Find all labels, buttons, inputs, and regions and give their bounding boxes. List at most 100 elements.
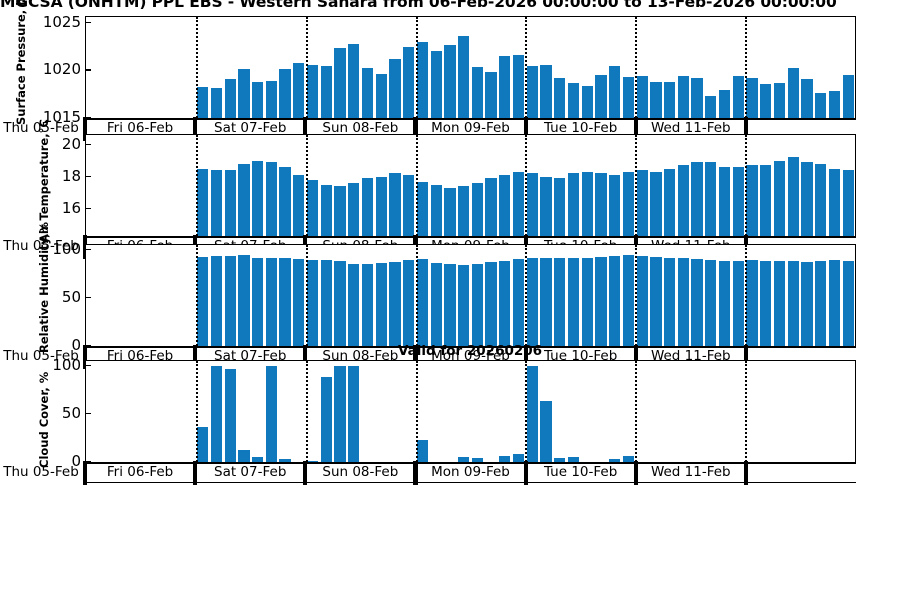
bar [210, 170, 223, 236]
bar [718, 261, 731, 346]
bar [430, 263, 442, 346]
bar [554, 458, 566, 462]
bar [197, 86, 209, 118]
bar [499, 456, 511, 462]
bar [677, 76, 689, 118]
bar [512, 171, 525, 236]
bar [526, 365, 538, 462]
bar [636, 255, 648, 346]
bar [512, 454, 525, 462]
bar [238, 254, 250, 346]
bar [265, 80, 277, 118]
day-tick [523, 461, 528, 485]
day-label-leading: Thu 05-Feb [3, 348, 79, 364]
bar [430, 51, 442, 118]
bar [512, 259, 525, 346]
day-tick [303, 461, 308, 485]
day-label: Wed 11-Feb [650, 120, 731, 136]
bar [334, 365, 346, 462]
day-separator [745, 135, 748, 236]
bar [306, 64, 319, 118]
bar [773, 261, 786, 346]
bar [320, 377, 332, 462]
day-label: Sun 08-Feb [322, 120, 399, 136]
bar [458, 36, 470, 118]
bar [375, 74, 387, 118]
bar [458, 457, 470, 462]
day-separator [635, 135, 638, 236]
bar [485, 262, 497, 346]
bar [705, 96, 717, 118]
bar [760, 165, 772, 236]
bar [306, 179, 319, 236]
y-tick-label: 0 [71, 452, 81, 470]
bar [540, 401, 552, 462]
y-tick-label: 100 [52, 355, 81, 374]
day-label: Mon 09-Feb [431, 464, 510, 480]
day-axis-line [85, 463, 856, 465]
bar [279, 69, 291, 118]
bar [238, 449, 250, 462]
y-tick-mark [85, 69, 91, 71]
day-separator [635, 17, 638, 118]
day-separator [745, 17, 748, 118]
y-tick-label: 0 [71, 336, 81, 354]
bar [705, 260, 717, 346]
day-label: Tue 10-Feb [543, 464, 618, 480]
bar [320, 184, 332, 236]
day-separator [195, 361, 198, 462]
y-tick-label: 50 [61, 287, 81, 306]
day-tick [193, 345, 198, 369]
bar [636, 76, 648, 118]
bar [663, 81, 676, 118]
bar [252, 160, 264, 236]
day-separator [305, 135, 308, 236]
day-separator [635, 361, 638, 462]
day-separator [305, 361, 308, 462]
bar [210, 87, 223, 118]
bar [471, 264, 483, 346]
bar [512, 55, 525, 118]
day-tick [523, 117, 528, 141]
bar [663, 257, 676, 346]
bar [197, 427, 209, 462]
bar [828, 260, 841, 346]
bar [444, 264, 456, 346]
day-separator [415, 245, 418, 346]
bar [334, 261, 346, 346]
bar [718, 90, 731, 118]
day-label-leading: Thu 05-Feb [3, 120, 79, 136]
y-tick-mark [85, 143, 91, 145]
day-label: Mon 09-Feb [431, 120, 510, 136]
day-separator [745, 245, 748, 346]
bar [293, 175, 305, 236]
day-tick [83, 345, 88, 369]
bar [238, 69, 250, 118]
bar [403, 46, 415, 118]
bar [609, 65, 621, 118]
bar [279, 258, 291, 346]
y-tick-mark [85, 207, 91, 209]
plot-area-cloud-cover [85, 360, 856, 463]
y-tick-label: 50 [61, 403, 81, 422]
bar [389, 262, 401, 346]
bar [444, 44, 456, 118]
bar [499, 56, 511, 118]
y-tick-mark [85, 345, 91, 347]
bar [210, 365, 223, 462]
bar [416, 181, 429, 236]
day-separator [415, 17, 418, 118]
bar [663, 168, 676, 236]
day-label: Sat 07-Feb [214, 464, 287, 480]
y-tick-mark [85, 296, 91, 299]
bar [815, 261, 827, 346]
bar [609, 255, 621, 346]
bar [595, 173, 607, 236]
day-axis-line [85, 119, 856, 121]
day-axis-cloud-cover: Fri 06-Feb Sat 07-Feb Sun 08-Feb Mon 09-Feb… [3, 461, 856, 485]
day-tick [303, 117, 308, 141]
day-label: Sun 08-Feb [322, 464, 399, 480]
day-separator [635, 245, 638, 346]
